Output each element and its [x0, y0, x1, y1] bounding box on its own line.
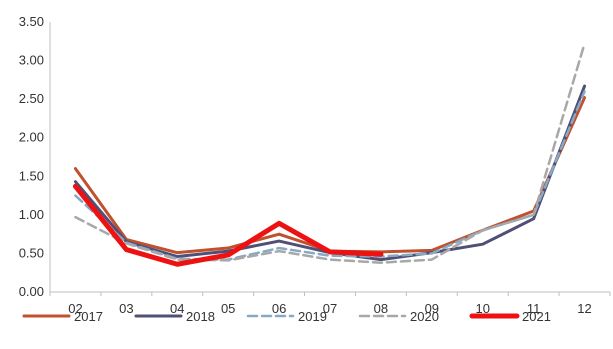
- x-tick-label: 12: [577, 301, 591, 316]
- y-tick-label: 3.00: [19, 53, 44, 68]
- x-tick-label: 06: [272, 301, 286, 316]
- x-tick-label: 10: [475, 301, 489, 316]
- x-tick-label: 08: [374, 301, 388, 316]
- y-tick-label: 0.00: [19, 284, 44, 299]
- series-line-2021: [72, 183, 384, 267]
- y-tick-label: 1.00: [19, 207, 44, 222]
- legend-label: 2021: [522, 309, 551, 324]
- y-axis-ticks: 0.00 0.50 1.00 1.50 2.00 2.50 3.00 3.50: [19, 14, 44, 299]
- series-line-2020: [74, 42, 586, 264]
- x-tick-label: 05: [221, 301, 235, 316]
- x-tick-label: 02: [68, 301, 82, 316]
- series-line-2019: [74, 90, 586, 261]
- x-tick-label: 09: [425, 301, 439, 316]
- legend-label: 2020: [410, 309, 439, 324]
- x-tick-label: 11: [527, 301, 541, 316]
- legend-label: 2018: [186, 309, 215, 324]
- y-tick-label: 2.00: [19, 130, 44, 145]
- x-tick-label: 03: [119, 301, 133, 316]
- legend-label: 2019: [298, 309, 327, 324]
- x-axis-ticks: 02 03 04 05 06 07 08 09 10 11 12: [49, 292, 611, 316]
- series-line-2017: [73, 96, 587, 255]
- axes: [49, 22, 610, 293]
- y-tick-label: 3.50: [19, 14, 44, 29]
- y-tick-label: 0.50: [19, 245, 44, 260]
- y-tick-label: 2.50: [19, 91, 44, 106]
- series-lines: [72, 42, 587, 267]
- x-tick-label: 04: [170, 301, 184, 316]
- legend-label: 2017: [74, 309, 103, 324]
- series-line-2018: [73, 84, 587, 262]
- y-tick-label: 1.50: [19, 168, 44, 183]
- legend: 2017 2018 2019 2020 2021: [22, 309, 551, 324]
- x-tick-label: 07: [323, 301, 337, 316]
